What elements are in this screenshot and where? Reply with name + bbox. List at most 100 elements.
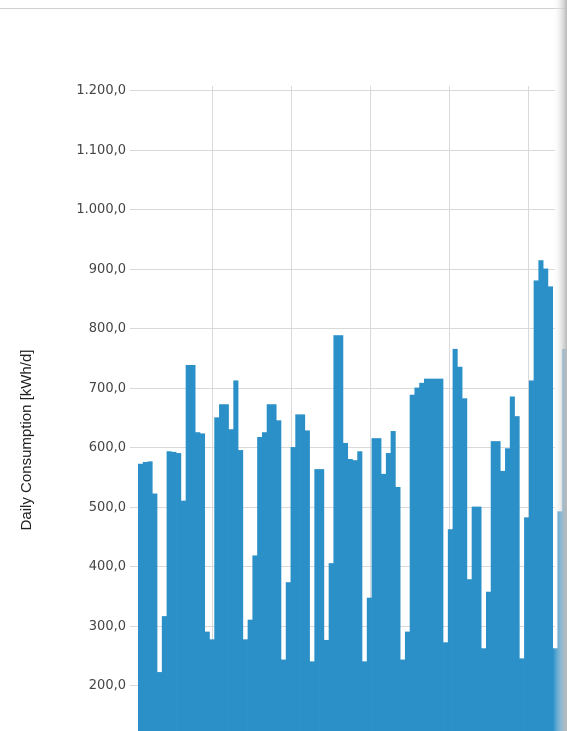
y-tick-label: 1.100,0 [76, 143, 126, 158]
bar [142, 461, 148, 731]
bar [466, 579, 472, 731]
bar [276, 420, 282, 731]
bar [323, 639, 329, 731]
bar [433, 378, 439, 731]
bar [366, 597, 372, 731]
bar [261, 432, 267, 731]
bar [285, 582, 291, 731]
bar [314, 469, 320, 731]
y-tick-label: 1.200,0 [76, 83, 126, 98]
bar [252, 555, 258, 731]
y-axis-label: Daily Consumption [kWh/d] [18, 350, 35, 531]
bar [471, 506, 477, 731]
bar [462, 398, 468, 731]
bar [428, 378, 434, 731]
bar [414, 387, 420, 731]
bar [180, 500, 186, 731]
bar [547, 286, 553, 731]
bar [257, 436, 263, 731]
bar [209, 639, 215, 731]
bar [342, 442, 349, 731]
y-tick-label: 500,0 [89, 500, 126, 515]
bar [247, 619, 253, 731]
bar [242, 639, 248, 731]
y-tick-label: 400,0 [89, 559, 126, 574]
bar [219, 404, 225, 731]
bar [500, 470, 506, 731]
bar [443, 642, 449, 731]
bar [347, 459, 353, 731]
y-tick-label: 900,0 [89, 262, 126, 277]
bar [543, 268, 549, 731]
bar [476, 506, 482, 731]
bar [371, 438, 377, 731]
bar [519, 658, 525, 731]
y-tick-label: 300,0 [89, 619, 126, 634]
bar [447, 529, 453, 731]
bar [304, 430, 310, 731]
bar [214, 417, 220, 731]
bar [505, 448, 511, 731]
y-tick-label: 800,0 [89, 321, 126, 336]
bar [509, 396, 515, 731]
bar [438, 378, 444, 731]
y-tick-label: 200,0 [89, 678, 126, 693]
bar [295, 414, 301, 731]
bar [490, 441, 496, 731]
bar [176, 453, 182, 731]
bar [171, 451, 177, 731]
bar [362, 661, 368, 731]
bar [514, 416, 520, 731]
bar [290, 447, 296, 731]
bar [195, 432, 201, 731]
y-tick-label: 700,0 [89, 381, 126, 396]
bar [538, 260, 544, 731]
bar [357, 451, 363, 731]
bar [300, 414, 306, 731]
bar [390, 431, 396, 731]
bar [457, 366, 463, 731]
bar [452, 348, 458, 731]
bar [333, 335, 339, 731]
bar [266, 404, 272, 731]
bar [485, 591, 492, 731]
bar [309, 661, 315, 731]
bar [481, 648, 487, 731]
bar [199, 433, 206, 731]
bar [395, 486, 401, 731]
bar [233, 380, 239, 731]
bar [376, 438, 382, 731]
panel-edge-shadow [553, 0, 567, 731]
bar [533, 280, 539, 731]
bar [190, 364, 196, 731]
bar [228, 429, 234, 731]
bar [524, 517, 530, 731]
bar [404, 631, 410, 731]
bar [152, 493, 158, 731]
bar [495, 441, 501, 731]
bar [147, 461, 153, 731]
bar [157, 672, 163, 731]
bar [400, 659, 406, 731]
bar [185, 364, 191, 731]
bar [328, 563, 334, 731]
y-tick-label: 600,0 [89, 440, 126, 455]
bar [138, 463, 144, 731]
bar [385, 453, 391, 731]
bar [352, 460, 358, 731]
bar [338, 335, 344, 731]
bar [223, 404, 229, 731]
bar [271, 404, 277, 731]
bar [409, 394, 415, 731]
bar [424, 378, 430, 731]
bar [238, 450, 244, 731]
bar [204, 631, 210, 731]
bar [528, 380, 534, 731]
bar [281, 659, 287, 731]
y-tick-label: 1.000,0 [76, 202, 126, 217]
bar [166, 451, 172, 731]
bar [161, 616, 167, 731]
bar [381, 473, 387, 731]
